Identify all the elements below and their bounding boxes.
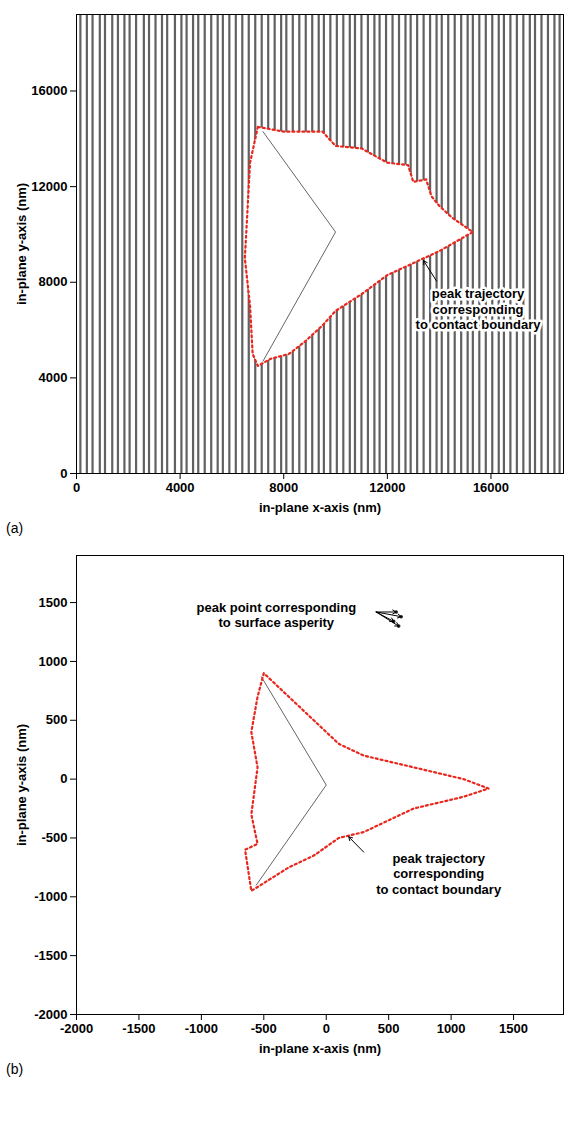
- html-text:(b): (b): [6, 1061, 24, 1077]
- svg-text:peak trajectorycorrespondingto: peak trajectorycorrespondingto contact b…: [416, 286, 542, 332]
- svg-text:in-plane x-axis (nm): in-plane x-axis (nm): [259, 500, 381, 515]
- svg-text:12000: 12000: [31, 179, 67, 194]
- svg-text:0: 0: [60, 466, 67, 481]
- svg-text:-500: -500: [251, 1021, 277, 1036]
- svg-text:12000: 12000: [369, 480, 405, 495]
- svg-text:1000: 1000: [39, 654, 68, 669]
- html-text:(a): (a): [6, 520, 24, 536]
- svg-text:peak trajectorycorrespondingto: peak trajectorycorrespondingto contact b…: [376, 851, 502, 897]
- svg-text:-1500: -1500: [34, 948, 67, 963]
- svg-text:in-plane y-axis (nm): in-plane y-axis (nm): [14, 724, 29, 846]
- svg-text:in-plane x-axis (nm): in-plane x-axis (nm): [259, 1041, 381, 1056]
- svg-text:8000: 8000: [39, 274, 68, 289]
- svg-text:peak point correspondingto sur: peak point correspondingto surface asper…: [196, 600, 356, 631]
- svg-text:0: 0: [323, 1021, 330, 1036]
- svg-text:1500: 1500: [499, 1021, 528, 1036]
- svg-text:8000: 8000: [269, 480, 298, 495]
- svg-text:1500: 1500: [39, 595, 68, 610]
- svg-text:-1000: -1000: [185, 1021, 218, 1036]
- svg-text:-1000: -1000: [34, 889, 67, 904]
- svg-text:4000: 4000: [39, 370, 68, 385]
- svg-text:500: 500: [46, 712, 68, 727]
- svg-text:4000: 4000: [166, 480, 195, 495]
- svg-text:-1500: -1500: [122, 1021, 155, 1036]
- svg-text:500: 500: [378, 1021, 400, 1036]
- svg-text:0: 0: [60, 771, 67, 786]
- svg-text:1000: 1000: [437, 1021, 466, 1036]
- svg-text:16000: 16000: [473, 480, 509, 495]
- svg-text:-2000: -2000: [60, 1021, 93, 1036]
- svg-text:16000: 16000: [31, 83, 67, 98]
- svg-text:in-plane y-axis (nm): in-plane y-axis (nm): [14, 183, 29, 305]
- svg-text:0: 0: [73, 480, 80, 495]
- svg-text:-2000: -2000: [34, 1007, 67, 1022]
- svg-text:-500: -500: [41, 830, 67, 845]
